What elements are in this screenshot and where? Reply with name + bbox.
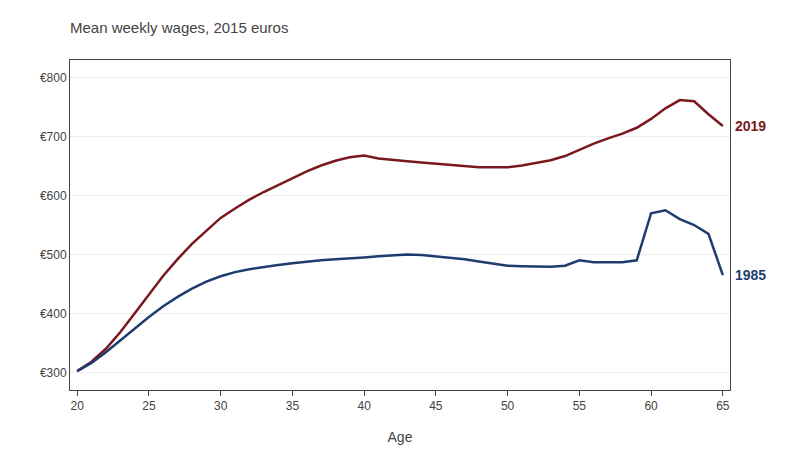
svg-text:Age: Age xyxy=(388,429,413,445)
svg-text:25: 25 xyxy=(142,399,156,413)
svg-text:30: 30 xyxy=(214,399,228,413)
svg-text:€500: €500 xyxy=(40,248,67,262)
svg-text:20: 20 xyxy=(70,399,84,413)
svg-text:2019: 2019 xyxy=(735,118,766,134)
svg-text:35: 35 xyxy=(286,399,300,413)
svg-text:50: 50 xyxy=(501,399,515,413)
svg-text:40: 40 xyxy=(357,399,371,413)
svg-text:€600: €600 xyxy=(40,189,67,203)
svg-text:€400: €400 xyxy=(40,307,67,321)
svg-text:65: 65 xyxy=(716,399,730,413)
svg-text:€700: €700 xyxy=(40,130,67,144)
svg-text:€800: €800 xyxy=(40,71,67,85)
svg-text:1985: 1985 xyxy=(735,267,766,283)
svg-text:Mean weekly wages, 2015 euros: Mean weekly wages, 2015 euros xyxy=(70,19,288,36)
svg-text:60: 60 xyxy=(644,399,658,413)
svg-text:€300: €300 xyxy=(40,366,67,380)
svg-text:55: 55 xyxy=(573,399,587,413)
svg-text:45: 45 xyxy=(429,399,443,413)
